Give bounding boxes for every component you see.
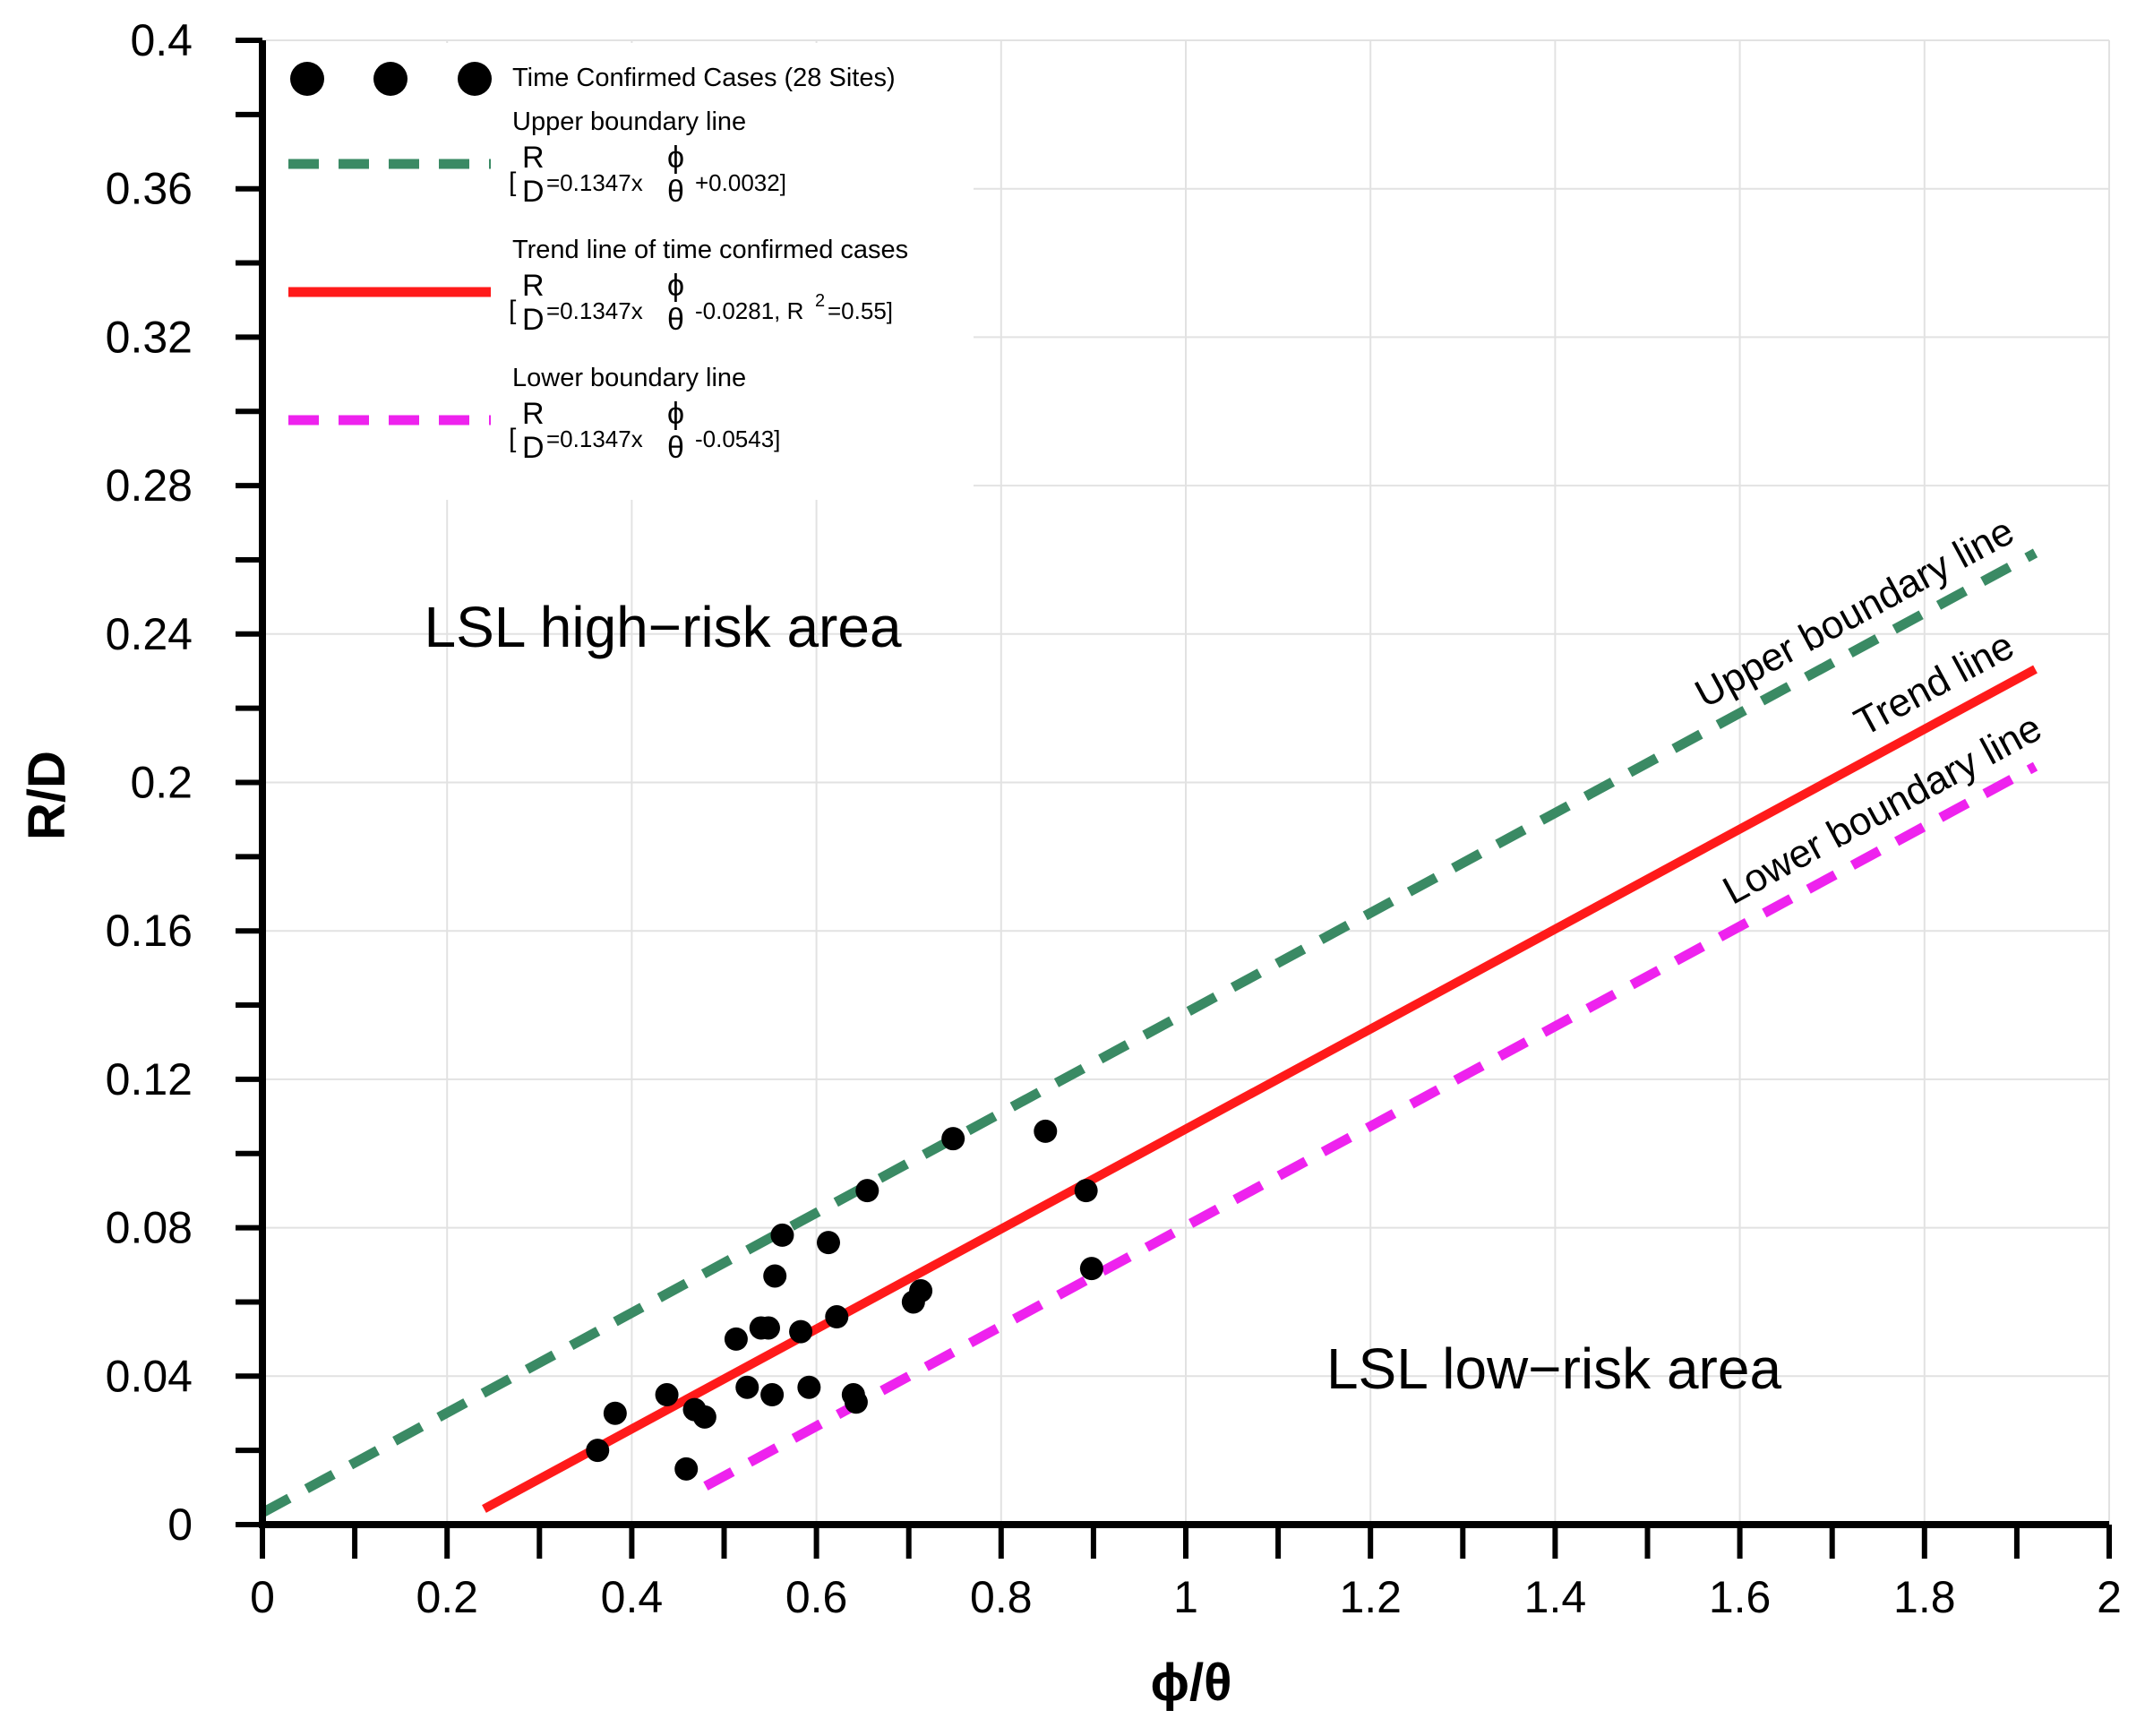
x-tick-label: 0.2	[416, 1572, 478, 1622]
x-tick-label: 1.4	[1524, 1572, 1587, 1622]
eq-lower-open: [	[509, 424, 517, 453]
x-tick-label: 1.8	[1893, 1572, 1956, 1622]
y-tick-label: 0.4	[130, 15, 193, 65]
legend-eq-trend: [ R D =0.1347x ϕ θ -0.0281, R 2 =0.55]	[509, 269, 893, 337]
data-point	[825, 1305, 849, 1329]
y-tick-label: 0.04	[106, 1351, 193, 1401]
eq-lower-d: D	[522, 431, 545, 465]
y-tick-label: 0.28	[106, 460, 193, 511]
legend-box	[266, 43, 974, 500]
data-point	[760, 1383, 785, 1407]
data-point	[603, 1401, 627, 1425]
eq-trend-tail-a: -0.0281, R	[695, 297, 803, 324]
eq-upper-phi: ϕ	[667, 141, 684, 175]
x-tick-label: 1.2	[1339, 1572, 1402, 1622]
x-tick-label: 0	[250, 1572, 275, 1622]
eq-lower-phi: ϕ	[667, 397, 684, 431]
x-tick-label: 0.8	[970, 1572, 1033, 1622]
legend-label-upper: Upper boundary line	[512, 107, 746, 136]
y-tick-label: 0.24	[106, 609, 193, 659]
data-point	[909, 1279, 933, 1303]
eq-trend-d: D	[522, 303, 545, 337]
eq-upper-tail: +0.0032]	[695, 169, 786, 196]
legend-label-lower: Lower boundary line	[512, 364, 746, 392]
eq-upper-mid: =0.1347x	[546, 169, 643, 196]
data-point	[817, 1231, 841, 1255]
lower-boundary-line	[703, 761, 2038, 1491]
annotation-high-risk: LSL high−risk area	[424, 595, 901, 659]
eq-lower-r: R	[522, 397, 545, 431]
data-point	[586, 1439, 610, 1463]
eq-trend-mid: =0.1347x	[546, 297, 643, 324]
eq-trend-tail-b: =0.55]	[828, 297, 893, 324]
eq-lower-theta: θ	[667, 431, 684, 465]
tick-labels: 0 0.2 0.4 0.6 0.8 1 1.2 1.4 1.6 1.8 2 0 0.04 0.08 0.12…	[106, 15, 2122, 1622]
data-point	[763, 1264, 787, 1288]
x-tick-label: 2	[2097, 1572, 2122, 1622]
data-point	[655, 1383, 679, 1407]
data-point	[1074, 1179, 1098, 1203]
data-point	[674, 1457, 699, 1481]
legend-eq-upper: [ R D =0.1347x ϕ θ +0.0032]	[509, 141, 786, 209]
trend-line	[482, 665, 2038, 1513]
legend-label-trend: Trend line of time confirmed cases	[512, 236, 908, 264]
data-point	[756, 1316, 780, 1340]
eq-lower-tail: -0.0543]	[695, 425, 780, 452]
eq-upper-theta: θ	[667, 175, 684, 209]
legend: Time Confirmed Cases (28 Sites) Upper bo…	[266, 43, 974, 500]
data-point	[735, 1375, 759, 1399]
data-point	[724, 1327, 748, 1351]
legend-marker-points	[290, 62, 492, 96]
eq-trend-phi: ϕ	[667, 269, 684, 303]
legend-dot	[290, 62, 324, 96]
y-axis-label: R/D	[18, 751, 76, 840]
data-point	[1034, 1119, 1058, 1143]
annotation-low-risk: LSL low−risk area	[1326, 1336, 1782, 1401]
eq-trend-open: [	[509, 296, 517, 325]
data-point	[797, 1375, 821, 1399]
eq-trend-sup: 2	[815, 291, 825, 311]
data-point	[692, 1405, 716, 1429]
data-point	[789, 1319, 813, 1344]
eq-upper-d: D	[522, 175, 545, 209]
legend-label-points: Time Confirmed Cases (28 Sites)	[512, 64, 896, 92]
x-tick-label: 0.4	[601, 1572, 664, 1622]
series-lines	[260, 548, 2038, 1517]
tick-marks	[236, 38, 2112, 1559]
y-tick-label: 0.36	[106, 164, 193, 214]
y-tick-label: 0.16	[106, 906, 193, 956]
y-tick-label: 0	[167, 1500, 193, 1550]
data-points	[586, 1119, 1103, 1481]
data-point	[770, 1223, 794, 1247]
x-tick-label: 0.6	[785, 1572, 848, 1622]
data-point	[941, 1127, 965, 1151]
eq-trend-r: R	[522, 269, 545, 303]
x-axis-label: ϕ/θ	[1151, 1654, 1232, 1712]
legend-eq-lower: [ R D =0.1347x ϕ θ -0.0543]	[509, 397, 780, 465]
data-point	[855, 1179, 879, 1203]
eq-upper-r: R	[522, 141, 545, 175]
y-tick-label: 0.2	[130, 758, 193, 808]
y-tick-label: 0.12	[106, 1054, 193, 1104]
y-tick-label: 0.08	[106, 1203, 193, 1253]
data-point	[844, 1390, 868, 1414]
eq-upper-open: [	[509, 168, 517, 197]
x-tick-label: 1	[1173, 1572, 1198, 1622]
eq-lower-mid: =0.1347x	[546, 425, 643, 452]
eq-trend-theta: θ	[667, 303, 684, 337]
x-tick-label: 1.6	[1709, 1572, 1772, 1622]
legend-dot	[458, 62, 492, 96]
legend-dot	[373, 62, 408, 96]
y-tick-label: 0.32	[106, 312, 193, 362]
upper-boundary-line	[260, 548, 2038, 1517]
data-point	[1079, 1257, 1103, 1281]
